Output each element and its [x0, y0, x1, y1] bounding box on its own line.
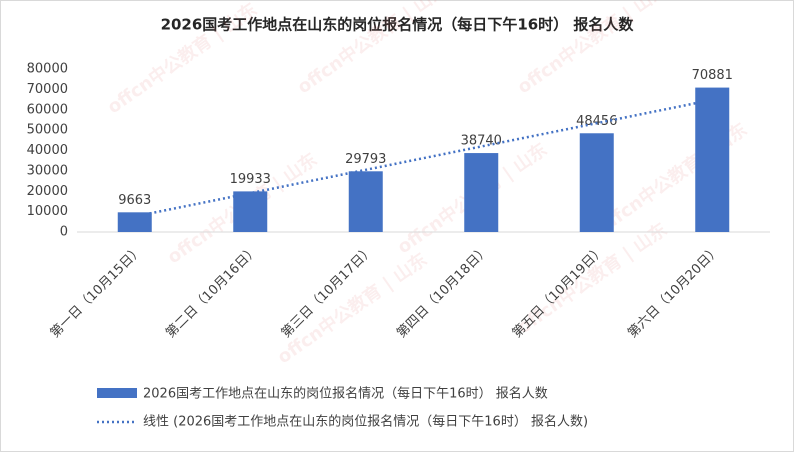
y-tick-label: 20000 [27, 184, 68, 199]
bar [464, 153, 499, 232]
value-label: 38740 [461, 134, 502, 149]
bar [695, 87, 730, 233]
y-tick-label: 50000 [27, 123, 68, 138]
y-tick-label: 80000 [27, 62, 68, 77]
legend-label: 线性 (2026国考工作地点在山东的岗位报名情况（每日下午16时） 报名人数) [143, 414, 588, 430]
bar [233, 191, 268, 232]
value-label: 9663 [118, 193, 151, 208]
y-tick-label: 60000 [27, 102, 68, 117]
bar [579, 133, 614, 232]
value-label: 70881 [692, 68, 733, 83]
bar [117, 212, 152, 232]
chart-title: 2026国考工作地点在山东的岗位报名情况（每日下午16时） 报名人数 [161, 16, 635, 34]
y-tick-label: 30000 [27, 163, 68, 178]
legend-label: 2026国考工作地点在山东的岗位报名情况（每日下午16时） 报名人数 [143, 386, 548, 402]
legend-swatch [97, 388, 137, 398]
bar [348, 171, 383, 232]
y-tick-label: 0 [60, 225, 68, 240]
trendline [134, 98, 713, 218]
y-tick-label: 40000 [27, 143, 68, 158]
y-tick-label: 10000 [27, 204, 68, 219]
value-label: 19933 [230, 172, 271, 187]
y-tick-label: 70000 [27, 82, 68, 97]
value-label: 29793 [345, 152, 386, 167]
